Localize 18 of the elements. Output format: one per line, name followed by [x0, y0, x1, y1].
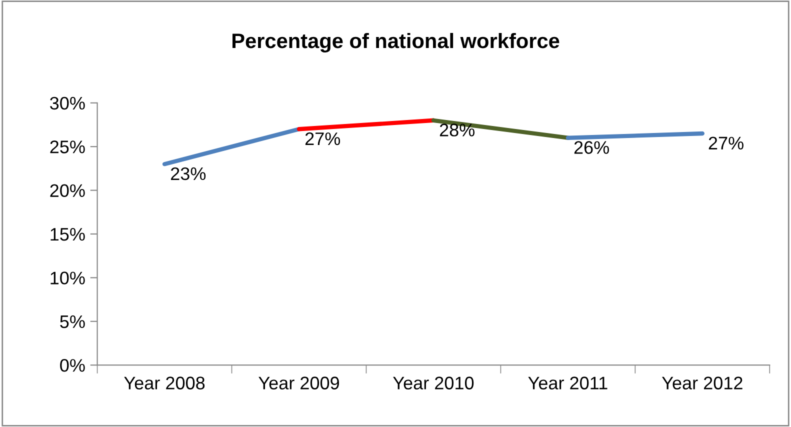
y-tick-label: 25%: [50, 140, 85, 154]
y-tick-label: 20%: [50, 184, 85, 198]
chart-title: Percentage of national workforce: [232, 32, 560, 52]
data-label: 27%: [305, 132, 340, 146]
x-tick-label: Year 2009: [258, 376, 339, 390]
x-tick-label: Year 2008: [124, 376, 205, 390]
y-tick-label: 15%: [50, 228, 85, 241]
y-tick-label: 10%: [50, 272, 85, 284]
y-tick-label: 30%: [50, 96, 85, 110]
data-label: 23%: [170, 167, 206, 180]
x-tick-label: Year 2010: [393, 376, 474, 390]
y-tick-label: 0%: [60, 359, 85, 372]
x-tick-label: Year 2012: [662, 376, 742, 390]
y-tick-label: 5%: [60, 315, 85, 328]
data-label: 26%: [574, 141, 609, 154]
data-label: 27%: [708, 136, 744, 150]
data-label: 28%: [440, 124, 475, 136]
x-tick-label: Year 2011: [528, 376, 608, 390]
